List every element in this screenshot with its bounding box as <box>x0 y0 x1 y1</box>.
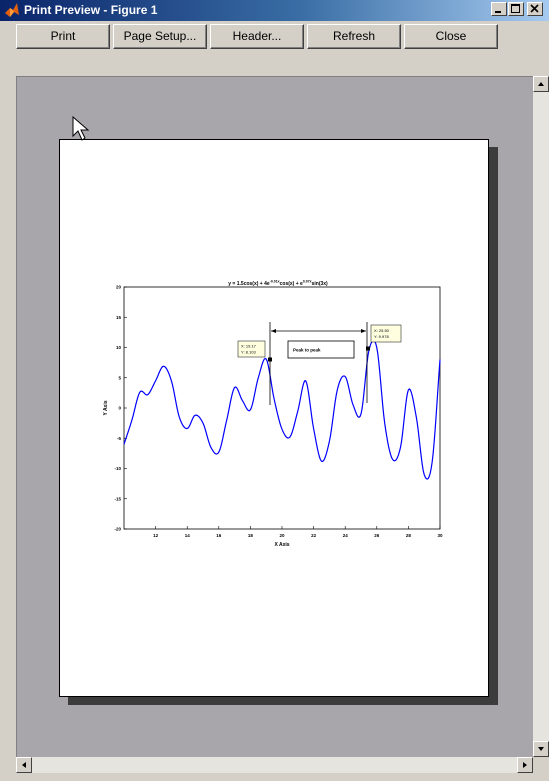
scroll-down-button[interactable] <box>533 741 549 757</box>
horizontal-scrollbar[interactable] <box>16 757 533 773</box>
arrow-left-icon <box>22 762 26 768</box>
close-button[interactable]: Close <box>404 24 498 49</box>
arrow-up-icon <box>538 82 544 86</box>
print-button[interactable]: Print <box>16 24 110 49</box>
scrollbar-corner <box>533 757 549 773</box>
printed-page <box>59 139 489 697</box>
scroll-right-button[interactable] <box>517 757 533 773</box>
title-bar: Print Preview - Figure 1 <box>0 0 549 21</box>
scroll-up-button[interactable] <box>533 76 549 92</box>
maximize-icon <box>511 4 520 13</box>
arrow-right-icon <box>523 762 527 768</box>
arrow-down-icon <box>538 747 544 751</box>
mouse-cursor-icon <box>72 116 90 141</box>
minimize-button[interactable] <box>491 2 507 16</box>
page-setup-button[interactable]: Page Setup... <box>113 24 207 49</box>
refresh-button[interactable]: Refresh <box>307 24 401 49</box>
minimize-icon <box>495 11 501 13</box>
close-icon <box>530 4 539 13</box>
window-title: Print Preview - Figure 1 <box>24 3 158 17</box>
close-window-button[interactable] <box>527 2 543 16</box>
maximize-button[interactable] <box>508 2 524 16</box>
scroll-left-button[interactable] <box>16 757 32 773</box>
header-button[interactable]: Header... <box>210 24 304 49</box>
matlab-icon <box>5 3 19 17</box>
vertical-scrollbar[interactable] <box>533 76 549 757</box>
